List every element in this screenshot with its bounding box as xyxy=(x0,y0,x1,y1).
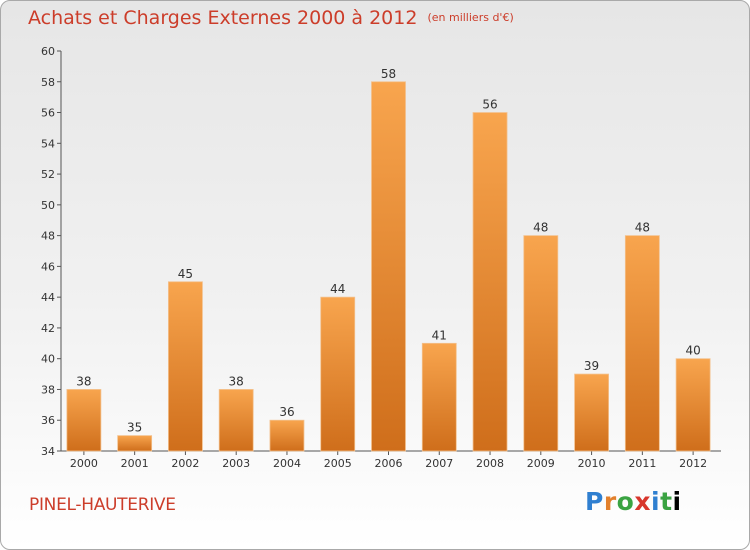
y-tick-label: 50 xyxy=(41,199,55,212)
y-axis: 34 36 38 40 42 44 46 48 50 52 54 56 58 60 xyxy=(41,45,62,458)
bar-2006 xyxy=(371,81,406,452)
y-tick-label: 44 xyxy=(41,291,55,304)
bar-value-label: 38 xyxy=(76,374,91,388)
bar-2005 xyxy=(320,296,356,452)
chart-subtitle: (en milliers d'€) xyxy=(427,11,514,24)
bar-value-label: 41 xyxy=(432,328,447,342)
y-tick-label: 58 xyxy=(41,76,55,89)
y-tick-label: 36 xyxy=(41,414,55,427)
x-tick-label: 2007 xyxy=(425,457,453,470)
x-tick-label: 2011 xyxy=(628,457,656,470)
y-tick-label: 34 xyxy=(41,445,55,458)
x-tick-label: 2002 xyxy=(171,457,199,470)
x-tick-label: 2004 xyxy=(273,457,301,470)
bar-2009 xyxy=(523,235,559,452)
bar-value-label: 56 xyxy=(482,98,497,112)
bar-2002 xyxy=(168,281,203,452)
value-labels: 38 35 45 38 36 44 58 41 56 48 39 48 40 xyxy=(76,67,701,435)
bar-2007 xyxy=(421,342,457,452)
y-tick-label: 46 xyxy=(41,260,55,273)
proxiti-logo: Proxiti xyxy=(585,487,682,516)
bar-2004 xyxy=(269,419,305,452)
bar-2008 xyxy=(472,112,508,452)
bar-2011 xyxy=(624,235,660,452)
title-row: Achats et Charges Externes 2000 à 2012 (e… xyxy=(28,7,514,29)
bar-2012 xyxy=(675,358,711,452)
chart-title: Achats et Charges Externes 2000 à 2012 xyxy=(28,7,418,29)
bar-2010 xyxy=(574,373,609,452)
y-tick-label: 56 xyxy=(41,107,55,120)
bar-value-label: 48 xyxy=(635,221,650,235)
bar-value-label: 35 xyxy=(127,421,142,435)
x-tick-label: 2003 xyxy=(222,457,250,470)
x-tick-label: 2006 xyxy=(375,457,403,470)
x-tick-label: 2005 xyxy=(324,457,352,470)
bar-value-label: 45 xyxy=(178,267,193,281)
y-tick-label: 52 xyxy=(41,168,55,181)
bars xyxy=(66,81,711,452)
x-tick-label: 2000 xyxy=(70,457,98,470)
bar-value-label: 39 xyxy=(584,359,599,373)
bar-value-label: 58 xyxy=(381,67,396,81)
x-tick-label: 2008 xyxy=(476,457,504,470)
x-axis: 2000 2001 2002 2003 2004 2005 2006 2007 2008 2009… xyxy=(61,450,721,470)
y-tick-label: 54 xyxy=(41,137,55,150)
y-tick-label: 60 xyxy=(41,45,55,58)
y-tick-label: 48 xyxy=(41,230,55,243)
bar-value-label: 48 xyxy=(533,221,548,235)
bar-value-label: 40 xyxy=(685,344,700,358)
x-tick-label: 2012 xyxy=(679,457,707,470)
bar-2003 xyxy=(218,389,254,452)
bar-value-label: 44 xyxy=(330,282,345,296)
y-tick-label: 40 xyxy=(41,353,55,366)
x-tick-label: 2009 xyxy=(527,457,555,470)
x-tick-label: 2010 xyxy=(578,457,606,470)
y-tick-label: 42 xyxy=(41,322,55,335)
y-tick-label: 38 xyxy=(41,383,55,396)
location-name: PINEL-HAUTERIVE xyxy=(29,495,176,515)
bar-value-label: 38 xyxy=(229,374,244,388)
x-tick-label: 2001 xyxy=(121,457,149,470)
bar-2001 xyxy=(117,435,153,452)
bar-value-label: 36 xyxy=(279,405,294,419)
bar-2000 xyxy=(66,389,102,452)
